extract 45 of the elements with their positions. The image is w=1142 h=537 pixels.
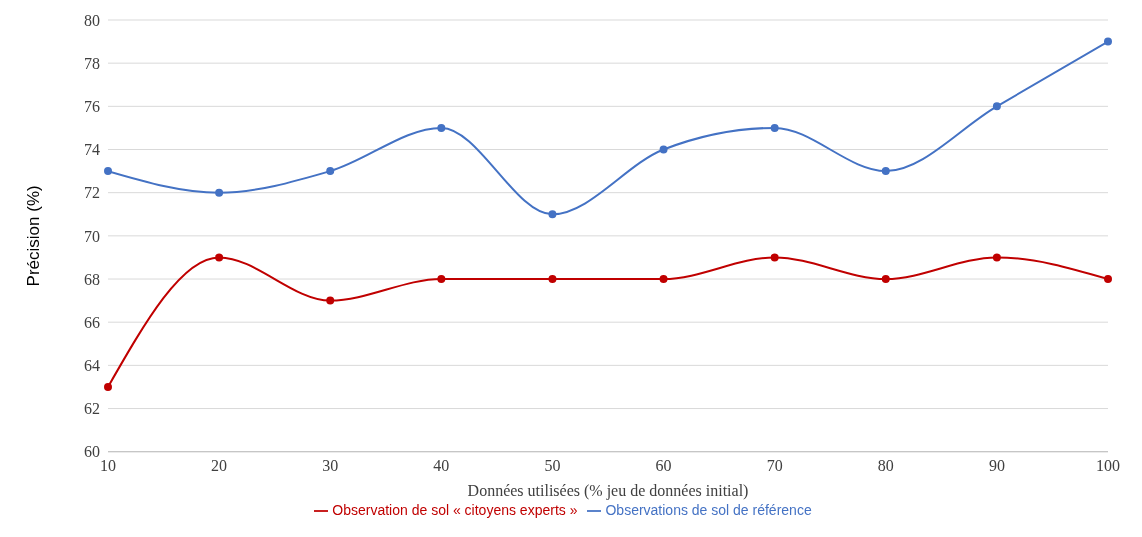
point xyxy=(104,167,112,176)
x-tick-label: 10 xyxy=(100,457,116,475)
y-tick-label: 72 xyxy=(84,184,100,202)
point xyxy=(326,167,335,176)
y-tick-label: 76 xyxy=(84,98,100,116)
point xyxy=(326,296,335,305)
y-tick-label: 80 xyxy=(84,11,100,29)
point xyxy=(548,275,557,284)
x-tick-label: 40 xyxy=(433,457,450,475)
y-tick-label: 60 xyxy=(84,443,100,461)
point xyxy=(992,102,1001,111)
x-tick-label: 90 xyxy=(988,457,1005,475)
point xyxy=(992,253,1001,262)
x-tick-label: 60 xyxy=(655,457,672,475)
x-tick-label: 50 xyxy=(544,457,561,475)
point xyxy=(770,123,779,132)
y-tick-label: 68 xyxy=(84,270,100,288)
point xyxy=(104,382,112,391)
point xyxy=(437,275,446,284)
y-tick-label: 66 xyxy=(84,313,100,331)
point xyxy=(1104,275,1112,284)
point xyxy=(437,123,446,132)
point xyxy=(548,210,557,219)
x-axis-title: Données utilisées (% jeu de données initial) xyxy=(467,481,749,500)
y-tick-label: 78 xyxy=(84,54,100,72)
point xyxy=(770,253,779,262)
point xyxy=(215,188,224,197)
point xyxy=(881,167,890,176)
point xyxy=(659,275,668,284)
point xyxy=(659,145,668,154)
legend-label: Observation de sol « citoyens experts » xyxy=(332,501,578,518)
legend-label: Observations de sol de référence xyxy=(605,501,812,518)
x-tick-label: 70 xyxy=(766,457,783,475)
y-tick-label: 70 xyxy=(84,227,100,245)
x-tick-label: 100 xyxy=(1096,457,1120,475)
point xyxy=(1104,37,1112,46)
y-tick-label: 62 xyxy=(84,400,100,418)
y-tick-label: 74 xyxy=(84,141,100,159)
x-tick-label: 80 xyxy=(877,457,894,475)
x-tick-label: 20 xyxy=(211,457,228,475)
point xyxy=(215,253,224,262)
x-tick-label: 30 xyxy=(322,457,339,475)
point xyxy=(881,275,890,284)
y-axis-title: Précision (%) xyxy=(24,185,44,287)
y-tick-label: 64 xyxy=(84,357,100,375)
